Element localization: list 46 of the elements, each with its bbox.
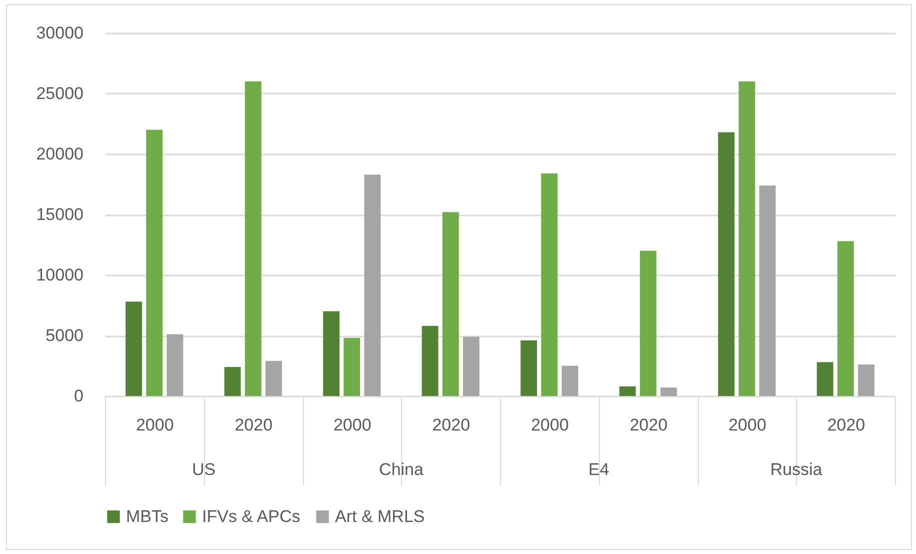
x-tick-label: 2020: [432, 416, 470, 434]
legend-label: IFVs & APCs: [202, 506, 300, 526]
text: E4: [588, 460, 610, 479]
bar: [323, 311, 340, 396]
x-tick-label: 2000: [728, 416, 766, 434]
y-tick-label: 15000: [36, 205, 84, 224]
bar: [244, 81, 262, 396]
bar: [265, 360, 282, 396]
bar: [344, 338, 360, 396]
bar: [562, 366, 578, 396]
bar: [462, 336, 480, 396]
text: China: [379, 460, 424, 479]
legend-label: MBTs: [126, 506, 168, 526]
bar: [541, 173, 558, 396]
x-tick-label: 2020: [630, 416, 668, 434]
x-tick-label: 2000: [136, 416, 174, 434]
bar: [146, 130, 163, 396]
x-tick-label: 2020: [234, 416, 273, 434]
y-tick-label: 25000: [36, 84, 84, 103]
bar: [364, 174, 381, 396]
bar: [619, 386, 636, 396]
y-tick-label: 0: [74, 386, 84, 406]
bar: [442, 212, 459, 396]
y-tick-label: 10000: [36, 266, 84, 284]
bar: [718, 132, 735, 396]
bar: [858, 364, 874, 396]
bar: [816, 362, 834, 396]
bar: [224, 366, 241, 396]
bar: [738, 81, 756, 396]
bar: [640, 250, 656, 396]
bar: [520, 340, 538, 396]
x-tick-label: 2020: [827, 416, 866, 434]
bar: [660, 388, 677, 396]
bar: [422, 326, 438, 396]
bar: [166, 334, 184, 396]
bar: [837, 241, 854, 396]
bar: [759, 185, 776, 396]
y-tick-label: 5000: [46, 326, 84, 345]
text: US: [192, 460, 216, 479]
x-tick-label: 2000: [530, 416, 569, 434]
bar: [126, 302, 142, 396]
y-tick-label: 20000: [36, 144, 84, 164]
x-tick-label: 2000: [333, 416, 372, 434]
text: Russia: [770, 460, 823, 479]
legend-label: Art & MRLS: [335, 506, 425, 526]
y-tick-label: 30000: [36, 24, 84, 42]
